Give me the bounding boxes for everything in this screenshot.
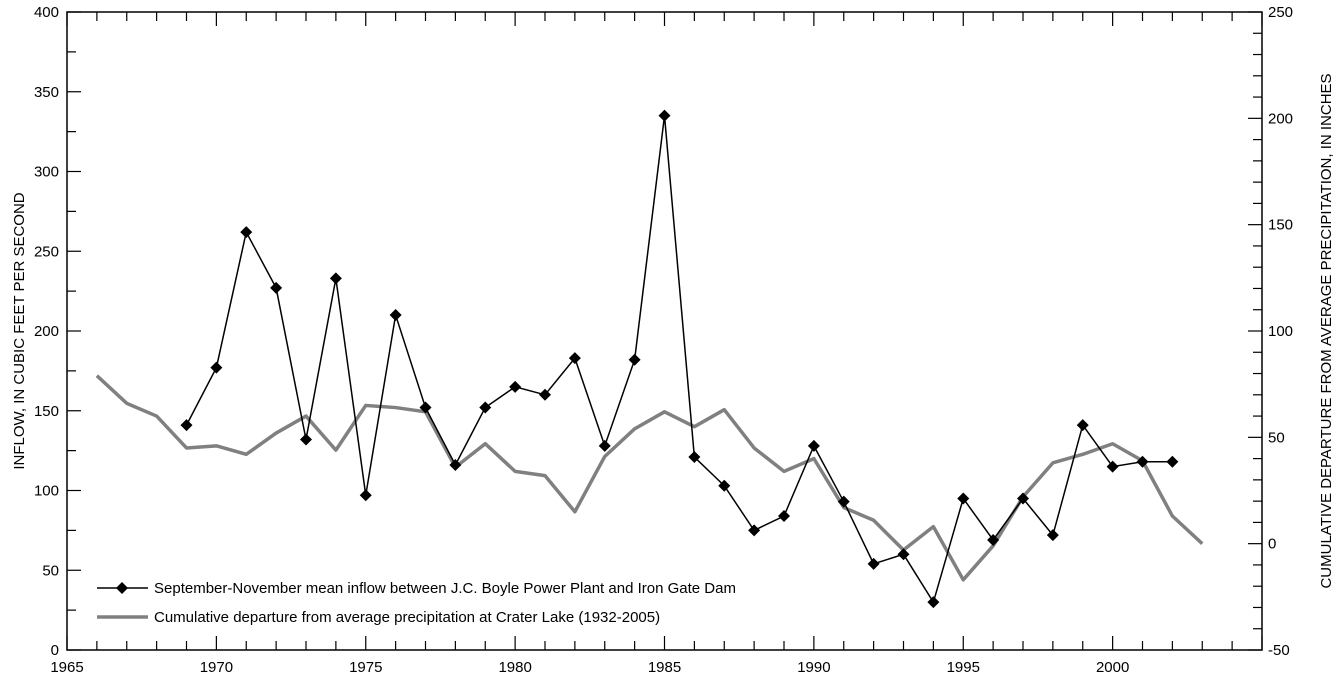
plot-frame [66,11,1263,651]
inflow-point [987,533,1000,546]
inflow-point [927,596,940,609]
x-tick-label: 1970 [200,659,233,676]
inflow-point [1136,455,1149,468]
inflow-point [778,510,790,523]
legend-label-inflow: September-November mean inflow between J… [154,580,736,597]
inflow-point [598,439,611,452]
inflow-point [300,433,312,446]
inflow-point [539,388,551,401]
left-y-tick-label: 300 [34,164,59,181]
axis-ticks [66,11,1263,651]
left-y-tick-label: 0 [51,642,59,659]
inflow-point [867,557,880,570]
inflow-point [748,524,761,537]
inflow-point [240,226,253,239]
precipitation-line [95,374,1204,582]
inflow-point [1046,529,1059,542]
left-y-tick-label: 200 [34,323,59,340]
left-y-axis-title: INFLOW, IN CUBIC FEET PER SECOND [11,192,28,469]
inflow-point [479,401,492,414]
right-y-tick-label: 0 [1268,536,1276,553]
right-y-axis-title: CUMULATIVE DEPARTURE FROM AVERAGE PRECIP… [1318,73,1335,588]
inflow-point [628,353,641,366]
inflow-point [1106,460,1119,473]
inflow-point [688,451,701,464]
series-layer [95,109,1204,609]
inflow-point [389,309,402,322]
left-y-axis-tick-labels: 0 50 100 150 200 250 300 350 400 [34,4,59,659]
left-y-tick-label: 400 [34,4,59,21]
inflow-point [509,380,522,393]
right-y-axis-tick-labels: -50 0 50 100 150 200 250 [1268,4,1293,659]
left-y-tick-label: 250 [34,243,59,260]
x-tick-label: 2000 [1096,659,1129,676]
inflow-point [180,419,193,432]
inflow-point [837,495,850,508]
right-y-tick-label: 250 [1268,4,1293,21]
inflow-point [359,489,372,502]
inflow-point [718,479,731,492]
x-tick-label: 1990 [797,659,830,676]
right-y-tick-label: 200 [1268,110,1293,127]
left-y-tick-label: 100 [34,483,59,500]
x-tick-label: 1965 [50,659,83,676]
x-tick-label: 1995 [947,659,980,676]
x-axis-tick-labels: 1965 1970 1975 1980 1985 1990 1995 2000 [50,659,1129,676]
inflow-point [957,492,970,505]
right-y-tick-label: -50 [1268,642,1290,659]
inflow-point [210,361,223,374]
legend-label-precipitation: Cumulative departure from average precip… [154,609,660,626]
x-tick-label: 1975 [349,659,382,676]
legend: September-November mean inflow between J… [97,580,736,626]
inflow-point [1017,492,1029,505]
inflow-point [270,281,283,294]
right-y-tick-label: 50 [1268,429,1285,446]
inflow-point [1166,455,1179,468]
inflow-point [897,548,910,561]
inflow-point [329,272,342,285]
legend-diamond-marker [116,582,128,594]
x-tick-label: 1985 [648,659,681,676]
right-y-tick-label: 100 [1268,323,1293,340]
inflow-point [1076,419,1089,432]
inflow-line [185,115,1173,604]
left-y-tick-label: 350 [34,84,59,101]
inflow-point [807,439,820,452]
inflow-point [568,352,581,365]
left-y-tick-label: 150 [34,403,59,420]
left-y-tick-label: 50 [42,562,59,579]
inflow-point [419,401,432,414]
inflow-point [658,109,671,122]
inflow-point [449,458,462,471]
right-y-tick-label: 150 [1268,217,1293,234]
x-tick-label: 1980 [498,659,531,676]
